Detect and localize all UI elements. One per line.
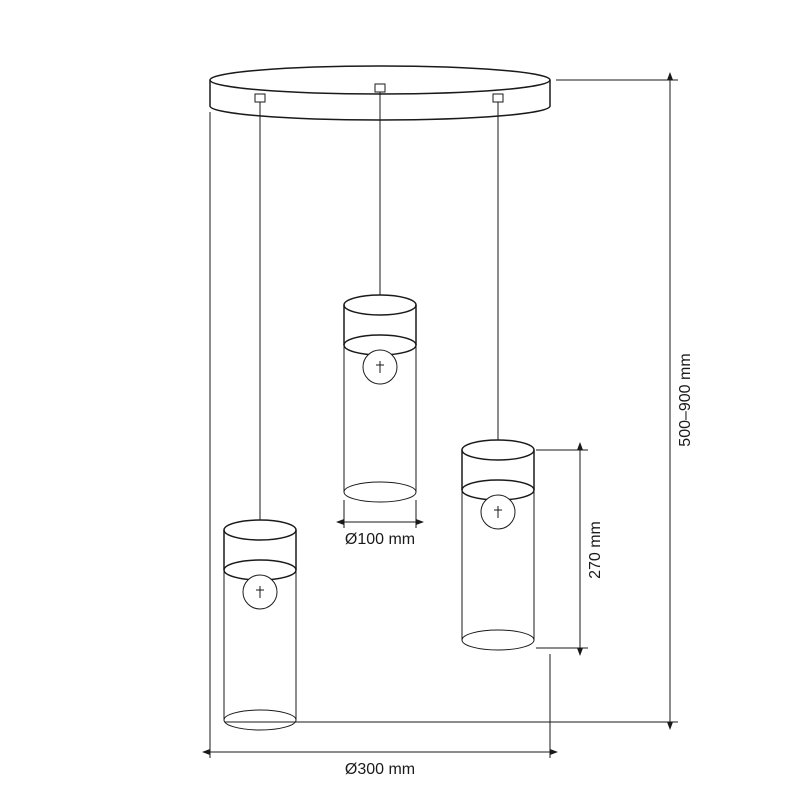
dim-label: 270 mm [587, 521, 604, 579]
pendant-right [462, 102, 534, 650]
dim-label: 500–900 mm [677, 353, 694, 446]
pendant-left [224, 102, 296, 730]
dim-label: Ø100 mm [345, 531, 415, 548]
dim-label: Ø300 mm [345, 761, 415, 778]
pendant-center-back [344, 92, 416, 502]
